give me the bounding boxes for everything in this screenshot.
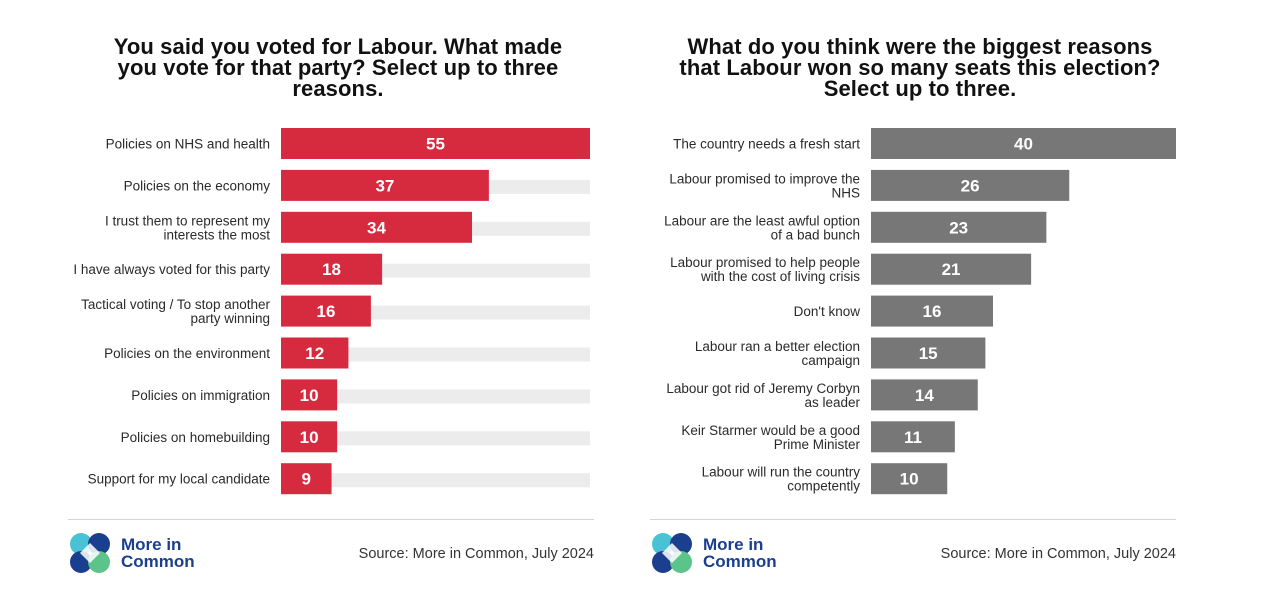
left-bar: [281, 421, 338, 453]
right-category-label: Labour promised to help people with the c…: [670, 255, 860, 284]
left-bar: [281, 337, 349, 369]
left-chart-panel: You said you voted for Labour. What made…: [58, 0, 618, 600]
left-bar: [281, 169, 489, 201]
right-title-line-2: that Labour won so many seats this elect…: [679, 55, 1161, 80]
right-bar-chart: 40 The country needs a fresh start 26 Labou…: [664, 128, 1176, 495]
left-title-line-2: you vote for that party? Select up to th…: [117, 55, 559, 80]
right-title-line-3: Select up to three.: [823, 76, 1017, 101]
left-bar-track: [281, 431, 590, 446]
right-bar: [871, 169, 1070, 201]
right-category-label: The country needs a fresh start: [673, 137, 860, 152]
right-bar: [871, 295, 993, 327]
left-category-label: I trust them to represent my interests th…: [105, 213, 270, 242]
left-bar-value-label: 55: [426, 135, 445, 154]
right-source-note: Source: More in Common, July 2024: [940, 546, 1176, 562]
right-category-label: Labour will run the country competently: [702, 465, 861, 494]
right-category-label: Labour ran a better election campaign: [695, 339, 860, 368]
logo-line-2: Common: [703, 552, 777, 571]
left-bar: [281, 253, 383, 285]
left-bar-value-label: 34: [367, 218, 386, 237]
left-category-label: Support for my local candidate: [88, 472, 270, 487]
right-bar-value-label: 21: [942, 260, 961, 279]
right-category-label: Labour promised to improve the NHS: [669, 171, 860, 200]
left-title-line-3: reasons.: [292, 76, 384, 101]
right-title-line-1: What do you think were the biggest reaso…: [687, 34, 1153, 59]
left-category-label: Policies on the environment: [104, 346, 270, 361]
left-bar-chart: 55 Policies on NHS and health 37 Policies o…: [73, 128, 590, 495]
left-chart-title: You said you voted for Labour. What made…: [58, 34, 618, 101]
left-bar-track: [281, 389, 590, 404]
left-logo-text: More in Common: [121, 536, 241, 570]
left-title-line-1: You said you voted for Labour. What made: [113, 34, 563, 59]
more-in-common-logo-icon: [652, 533, 692, 573]
left-bar-value-label: 16: [316, 302, 335, 321]
left-bar-track: [281, 473, 590, 488]
left-divider: [68, 519, 594, 520]
right-category-label: Labour are the least awful option of a ba…: [664, 213, 860, 242]
right-chart-panel: What do you think were the biggest reaso…: [640, 0, 1200, 600]
right-category-label: Keir Starmer would be a good Prime Minist…: [681, 423, 860, 452]
right-bar-value-label: 26: [961, 176, 980, 195]
right-bar-value-label: 40: [1014, 135, 1033, 154]
right-bar: [871, 211, 1047, 243]
left-bar: [281, 211, 473, 243]
right-bar: [871, 421, 955, 453]
right-bar-value-label: 14: [915, 386, 934, 405]
right-bar-value-label: 23: [949, 218, 968, 237]
left-bar-track: [281, 347, 590, 362]
left-category-label: Policies on homebuilding: [121, 430, 270, 445]
left-source-note: Source: More in Common, July 2024: [358, 546, 594, 562]
logo-line-1: More in: [121, 535, 182, 554]
right-bar: [871, 463, 948, 495]
left-category-label: I have always voted for this party: [73, 262, 270, 277]
right-divider: [650, 519, 1176, 520]
left-bar: [281, 463, 332, 495]
logo-line-1: More in: [703, 535, 764, 554]
right-bar-value-label: 11: [904, 428, 922, 447]
right-category-label: Don't know: [794, 304, 861, 319]
left-category-label: Policies on immigration: [131, 388, 270, 403]
right-bar: [871, 128, 1176, 159]
right-bar: [871, 253, 1032, 285]
right-logo: More in Common: [650, 531, 830, 577]
left-bar-value-label: 9: [302, 470, 311, 489]
left-bar-value-label: 10: [300, 428, 319, 447]
logo-line-2: Common: [121, 552, 195, 571]
left-logo: More in Common: [68, 531, 248, 577]
right-bar-value-label: 15: [919, 344, 938, 363]
left-bar: [281, 295, 371, 327]
left-bar-value-label: 18: [322, 260, 341, 279]
left-category-label: Policies on the economy: [124, 178, 271, 193]
right-bar: [871, 379, 978, 411]
right-bar-value-label: 16: [923, 302, 942, 321]
more-in-common-logo-icon: [70, 533, 110, 573]
left-bar-value-label: 37: [375, 176, 394, 195]
left-bar-value-label: 12: [305, 344, 324, 363]
right-bar-value-label: 10: [900, 470, 919, 489]
left-bar: [281, 379, 338, 411]
right-chart-title: What do you think were the biggest reaso…: [640, 34, 1200, 101]
left-category-label: Policies on NHS and health: [106, 137, 270, 152]
left-bar: [281, 128, 590, 159]
right-category-label: Labour got rid of Jeremy Corbyn as leader: [666, 381, 860, 410]
left-category-label: Tactical voting / To stop another party w…: [81, 297, 270, 326]
right-logo-text: More in Common: [703, 536, 823, 570]
left-bar-value-label: 10: [300, 386, 319, 405]
right-bar: [871, 337, 986, 369]
